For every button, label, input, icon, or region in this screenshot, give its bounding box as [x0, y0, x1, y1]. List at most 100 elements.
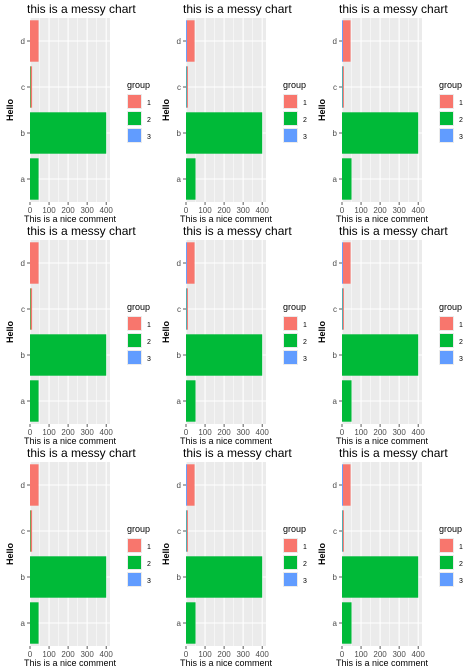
x-tick-label: 200 [217, 206, 231, 215]
y-tick-label: c [333, 305, 337, 314]
legend-label: 3 [459, 578, 463, 585]
x-axis-title: This is a nice comment [24, 214, 117, 224]
y-tick-label: c [21, 527, 25, 536]
y-axis-title: Hello [5, 99, 15, 122]
y-tick-label: a [177, 619, 182, 628]
legend-title: group [127, 302, 150, 312]
y-tick-label: c [333, 83, 337, 92]
legend-swatch-2 [128, 112, 141, 125]
y-tick-label: d [177, 481, 181, 490]
legend-swatch-1 [128, 539, 141, 552]
x-tick-label: 300 [236, 428, 250, 437]
x-tick-label: 100 [354, 428, 368, 437]
y-tick-label: b [177, 129, 182, 138]
y-axis-title: Hello [317, 99, 327, 122]
legend-swatch-1 [284, 317, 297, 330]
bar-b-group-2 [30, 334, 107, 376]
y-tick-label: b [333, 573, 338, 582]
y-tick-label: d [177, 259, 181, 268]
bar-a-group-2 [186, 158, 196, 200]
legend-label: 1 [459, 100, 463, 107]
bar-b-group-2 [186, 556, 263, 598]
bar-d-group-1 [342, 242, 351, 284]
legend-swatch-3 [128, 573, 141, 586]
bar-c-group-1 [186, 66, 188, 108]
legend-swatch-3 [440, 129, 453, 142]
bar-a-group-2 [342, 602, 352, 644]
y-tick-label: d [177, 37, 181, 46]
x-tick-label: 400 [100, 206, 114, 215]
x-axis-title: This is a nice comment [180, 436, 273, 446]
legend-label: 3 [147, 578, 151, 585]
legend-swatch-1 [440, 317, 453, 330]
bar-c-group-1 [30, 288, 33, 330]
y-tick-label: a [333, 619, 338, 628]
bar-d-group-1 [186, 464, 195, 506]
chart-panel: this is a messy chart a b c d 0 100 200 300 400Th… [317, 224, 463, 446]
y-tick-label: c [177, 305, 181, 314]
x-tick-label: 200 [61, 206, 75, 215]
bar-d-group-3 [342, 464, 343, 506]
x-tick-label: 200 [373, 650, 387, 659]
y-tick-label: d [21, 481, 25, 490]
legend-label: 2 [303, 117, 307, 124]
legend-title: group [127, 524, 150, 534]
plot-panel [186, 240, 266, 424]
legend-swatch-2 [284, 556, 297, 569]
legend-swatch-2 [440, 112, 453, 125]
legend-title: group [283, 524, 306, 534]
bar-d-group-3 [186, 242, 187, 284]
bar-d-group-1 [186, 20, 195, 62]
legend-title: group [439, 524, 462, 534]
legend-label: 1 [303, 544, 307, 551]
legend-swatch-2 [440, 334, 453, 347]
chart-title: this is a messy chart [339, 2, 448, 16]
bar-c-group-2 [30, 66, 31, 108]
legend-label: 3 [303, 356, 307, 363]
chart-title: this is a messy chart [339, 446, 448, 460]
x-tick-label: 400 [100, 650, 114, 659]
y-axis-title: Hello [317, 321, 327, 344]
legend-label: 1 [303, 322, 307, 329]
chart-panel: this is a messy chart a b c d 0 100 200 300 400Th… [161, 446, 307, 668]
bar-d-group-3 [342, 242, 343, 284]
x-tick-label: 400 [256, 428, 270, 437]
legend-label: 3 [147, 356, 151, 363]
x-tick-label: 200 [61, 650, 75, 659]
bar-a-group-2 [30, 380, 39, 422]
x-tick-label: 200 [217, 428, 231, 437]
x-axis-title: This is a nice comment [24, 658, 117, 668]
x-tick-label: 200 [61, 428, 75, 437]
y-tick-label: a [21, 175, 26, 184]
legend-title: group [127, 80, 150, 90]
bar-a-group-2 [186, 602, 196, 644]
bar-a-group-2 [186, 380, 196, 422]
x-tick-label: 300 [236, 206, 250, 215]
plot-panel [342, 240, 422, 424]
legend-label: 1 [147, 544, 151, 551]
y-tick-label: a [177, 175, 182, 184]
legend-swatch-3 [284, 351, 297, 364]
chart-title: this is a messy chart [27, 224, 136, 238]
x-tick-label: 200 [373, 428, 387, 437]
plot-panel [30, 240, 110, 424]
x-tick-label: 200 [217, 650, 231, 659]
legend-swatch-2 [128, 334, 141, 347]
bar-c-group-3 [342, 66, 343, 108]
bar-c-group-1 [342, 66, 344, 108]
chart-title: this is a messy chart [183, 224, 292, 238]
y-tick-label: b [21, 573, 26, 582]
legend-label: 2 [303, 339, 307, 346]
plot-panel [30, 462, 110, 646]
plot-panel [186, 18, 266, 202]
chart-panel: this is a messy chart a b c d 0 100 200 300 400Th… [317, 446, 463, 668]
y-tick-label: d [333, 259, 337, 268]
legend-title: group [283, 80, 306, 90]
bar-c-group-3 [342, 288, 343, 330]
chart-title: this is a messy chart [339, 224, 448, 238]
legend-label: 2 [147, 339, 151, 346]
y-tick-label: b [177, 351, 182, 360]
x-tick-label: 300 [236, 650, 250, 659]
legend-label: 3 [303, 134, 307, 141]
bar-a-group-2 [30, 158, 39, 200]
